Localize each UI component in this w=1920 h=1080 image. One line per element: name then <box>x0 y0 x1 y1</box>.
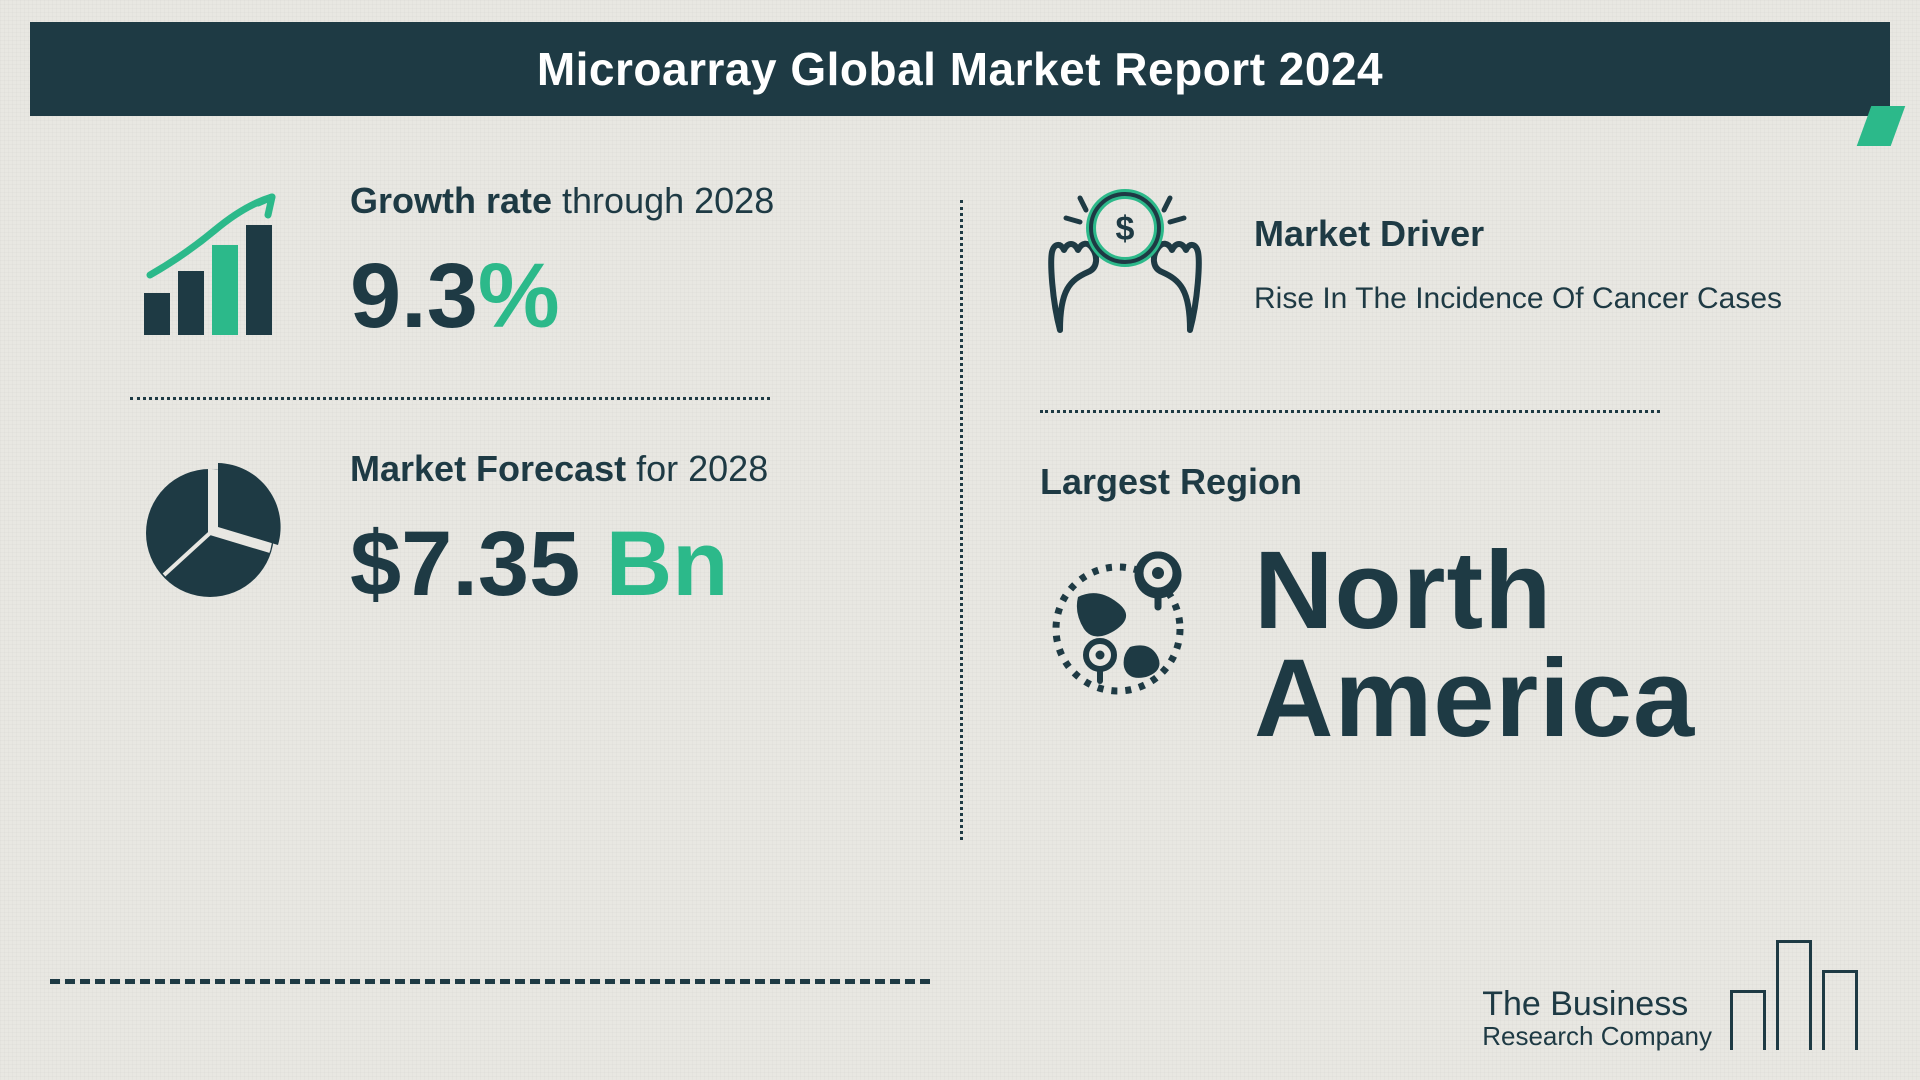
company-logo: The Business Research Company <box>1482 940 1858 1050</box>
growth-rate-label: Growth rate through 2028 <box>350 180 774 222</box>
largest-region-label: Largest Region <box>1040 461 1800 503</box>
logo-bar <box>1730 990 1766 1050</box>
market-driver-block: $ Market Driver Rise In The Incidence Of… <box>1040 180 1800 350</box>
growth-chart-icon <box>130 185 290 345</box>
growth-rate-percent-sign: % <box>478 245 560 347</box>
growth-rate-block: Growth rate through 2028 9.3% <box>130 180 930 349</box>
growth-rate-value: 9.3% <box>350 244 774 349</box>
company-logo-line2: Research Company <box>1482 1023 1712 1050</box>
growth-rate-label-rest: through 2028 <box>552 180 774 221</box>
market-driver-text: Rise In The Incidence Of Cancer Cases <box>1254 281 1782 317</box>
title-bookmark-accent <box>1857 106 1906 146</box>
horizontal-dotted-separator <box>1040 410 1660 413</box>
pie-chart-icon <box>130 453 290 613</box>
growth-rate-number: 9.3 <box>350 245 478 347</box>
content-area: Growth rate through 2028 9.3% <box>0 160 1920 1020</box>
market-forecast-block: Market Forecast for 2028 $7.35 Bn <box>130 448 930 617</box>
company-logo-bars-icon <box>1730 940 1858 1050</box>
market-forecast-label-bold: Market Forecast <box>350 448 626 489</box>
market-driver-label: Market Driver <box>1254 213 1782 255</box>
market-forecast-number: 7.35 <box>401 513 580 615</box>
horizontal-dotted-separator <box>130 397 770 400</box>
largest-region-label-text: Largest Region <box>1040 461 1302 502</box>
logo-bar <box>1822 970 1858 1050</box>
largest-region-value: North America <box>1254 537 1695 753</box>
market-forecast-value: $7.35 Bn <box>350 512 768 617</box>
market-forecast-label-rest: for 2028 <box>626 448 768 489</box>
largest-region-block: Largest Region <box>1040 461 1800 753</box>
growth-rate-label-bold: Growth rate <box>350 180 552 221</box>
market-forecast-prefix: $ <box>350 513 401 615</box>
market-driver-label-text: Market Driver <box>1254 213 1484 254</box>
title-bar: Microarray Global Market Report 2024 <box>30 22 1890 116</box>
hands-coin-icon: $ <box>1040 180 1210 350</box>
logo-bar <box>1776 940 1812 1050</box>
market-forecast-label: Market Forecast for 2028 <box>350 448 768 490</box>
right-column: $ Market Driver Rise In The Incidence Of… <box>1040 180 1800 753</box>
company-logo-text: The Business Research Company <box>1482 987 1712 1050</box>
bottom-dashed-divider <box>50 979 930 984</box>
largest-region-line1: North <box>1254 537 1695 645</box>
market-forecast-unit: Bn <box>580 513 728 615</box>
vertical-dotted-separator <box>960 200 963 840</box>
largest-region-line2: America <box>1254 645 1695 753</box>
svg-text:$: $ <box>1116 210 1135 248</box>
left-column: Growth rate through 2028 9.3% <box>130 180 930 617</box>
report-title: Microarray Global Market Report 2024 <box>537 42 1383 96</box>
globe-pins-icon <box>1040 537 1210 707</box>
company-logo-line1: The Business <box>1482 987 1712 1023</box>
